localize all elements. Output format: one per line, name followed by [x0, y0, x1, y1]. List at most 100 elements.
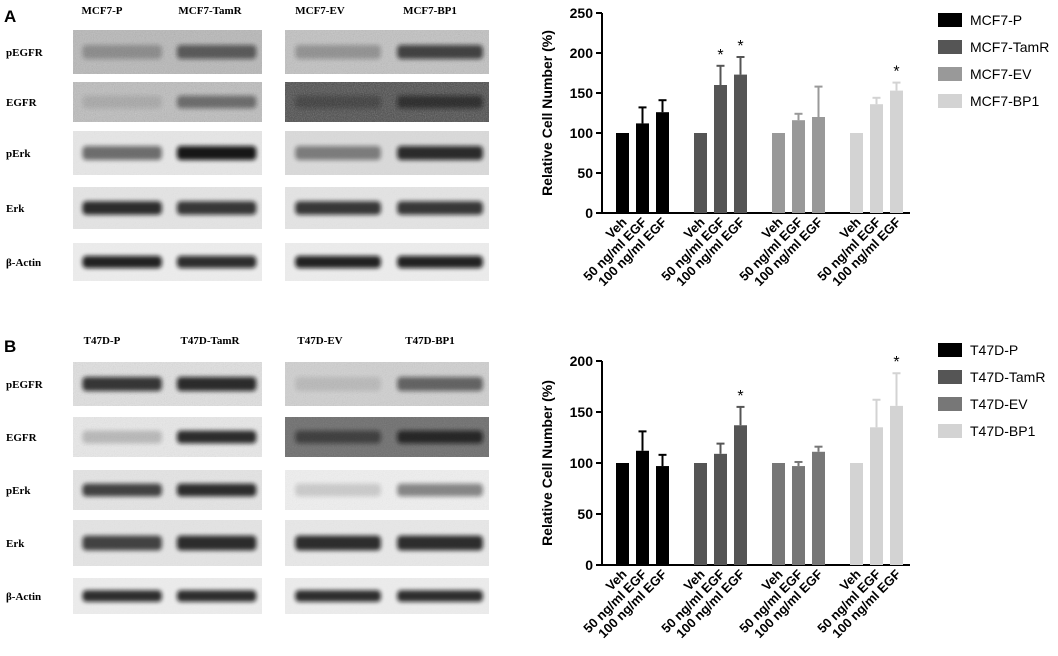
blot-lane-label: T47D-BP1	[405, 335, 455, 347]
blot-band	[176, 430, 257, 444]
y-tick-label: 0	[585, 557, 593, 573]
bar	[714, 453, 727, 565]
bar	[694, 463, 707, 565]
blot-band	[176, 201, 257, 215]
bar	[636, 450, 649, 565]
blot-band	[397, 201, 483, 215]
significance-marker: *	[717, 47, 723, 64]
blot-band	[176, 483, 257, 497]
blot-band	[397, 145, 483, 161]
significance-marker: *	[737, 388, 743, 405]
y-axis-label: Relative Cell Number (%)	[539, 30, 555, 196]
y-tick-label: 200	[570, 45, 594, 61]
panel-b: B T47D-P T47D-TamR T47D-EV T47D-BP1 pEGFR EGFR…	[4, 335, 1045, 641]
blot-band	[295, 376, 381, 392]
legend-swatch	[938, 424, 962, 438]
bar	[772, 133, 785, 213]
legend-label: T47D-EV	[970, 396, 1028, 412]
blot-band	[295, 201, 381, 215]
blot-row-label: Erk	[6, 203, 25, 215]
legend-swatch	[938, 13, 962, 27]
bar	[694, 133, 707, 213]
blot-band	[397, 590, 483, 602]
y-tick-label: 50	[577, 506, 593, 522]
legend-swatch	[938, 40, 962, 54]
bar	[616, 463, 629, 565]
bar	[890, 90, 903, 213]
panel-a: A MCF7-P MCF7-TamR MCF7-EV MCF7-BP1 pEGFR EGFR…	[4, 5, 1049, 289]
y-tick-label: 250	[570, 5, 594, 21]
blot-band	[176, 44, 257, 60]
bar	[734, 74, 747, 213]
legend-label: MCF7-EV	[970, 66, 1032, 82]
blot-band	[176, 95, 257, 109]
bar	[850, 463, 863, 565]
blot-band	[176, 255, 257, 269]
blot-lane-label: MCF7-P	[82, 5, 123, 17]
legend-label: T47D-TamR	[970, 369, 1045, 385]
blot-band	[295, 535, 381, 551]
blot-band	[295, 590, 381, 602]
blot-row-label: Erk	[6, 538, 25, 550]
blot-band	[82, 255, 162, 269]
legend-label: MCF7-P	[970, 12, 1022, 28]
bar	[772, 463, 785, 565]
bar	[870, 104, 883, 213]
blot-row-label: pErk	[6, 148, 31, 160]
legend-swatch	[938, 94, 962, 108]
significance-marker: *	[893, 64, 899, 81]
blot-lane-label: T47D-P	[84, 335, 121, 347]
y-tick-label: 200	[570, 353, 594, 369]
bar	[714, 85, 727, 213]
blot-band	[295, 145, 381, 161]
bar	[734, 425, 747, 565]
bar	[870, 427, 883, 565]
panel-letter: A	[4, 7, 16, 26]
blot-band	[295, 430, 381, 444]
y-tick-label: 150	[570, 85, 594, 101]
blot-lane-label: MCF7-EV	[295, 5, 345, 17]
blot-lane-label: MCF7-TamR	[178, 5, 242, 17]
significance-marker: *	[737, 38, 743, 55]
legend-swatch	[938, 343, 962, 357]
bar	[850, 133, 863, 213]
y-tick-label: 100	[570, 455, 594, 471]
panel-letter: B	[4, 337, 16, 356]
blot-band	[82, 430, 162, 444]
blot-band	[295, 255, 381, 269]
legend-swatch	[938, 397, 962, 411]
bar	[812, 117, 825, 213]
blot-row-label: β-Actin	[6, 257, 41, 269]
blot-band	[397, 483, 483, 497]
bar	[792, 466, 805, 565]
y-tick-label: 150	[570, 404, 594, 420]
bar	[890, 405, 903, 565]
blot-band	[397, 430, 483, 444]
blot-band	[82, 95, 162, 109]
blot-band	[397, 95, 483, 109]
blot-lane-label: MCF7-BP1	[403, 5, 457, 17]
blot-row-label: pErk	[6, 485, 31, 497]
legend-swatch	[938, 370, 962, 384]
blot-band	[82, 201, 162, 215]
legend-label: MCF7-TamR	[970, 39, 1049, 55]
y-tick-label: 0	[585, 205, 593, 221]
blot-band	[295, 44, 381, 60]
blot-band	[397, 44, 483, 60]
blot-band	[82, 483, 162, 497]
bar	[616, 133, 629, 213]
bar	[636, 123, 649, 213]
blot-band	[82, 535, 162, 551]
legend-label: T47D-P	[970, 342, 1018, 358]
legend-swatch	[938, 67, 962, 81]
blot-band	[82, 145, 162, 161]
blot-lane-label: T47D-TamR	[181, 335, 241, 347]
blot-band	[176, 590, 257, 602]
blot-band	[295, 95, 381, 109]
y-axis-label: Relative Cell Number (%)	[539, 380, 555, 546]
blot-band	[176, 376, 257, 392]
legend-label: T47D-BP1	[970, 423, 1036, 439]
blot-row-label: pEGFR	[6, 379, 44, 391]
y-tick-label: 50	[577, 165, 593, 181]
